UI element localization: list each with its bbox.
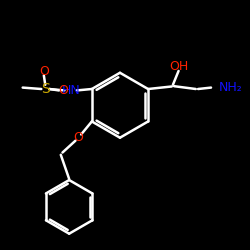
Text: O: O — [39, 65, 49, 78]
Text: HN: HN — [61, 84, 80, 97]
Text: O: O — [58, 84, 68, 97]
Text: O: O — [73, 131, 83, 144]
Text: OH: OH — [169, 60, 188, 74]
Text: NH₂: NH₂ — [219, 81, 243, 94]
Text: S: S — [41, 82, 50, 96]
